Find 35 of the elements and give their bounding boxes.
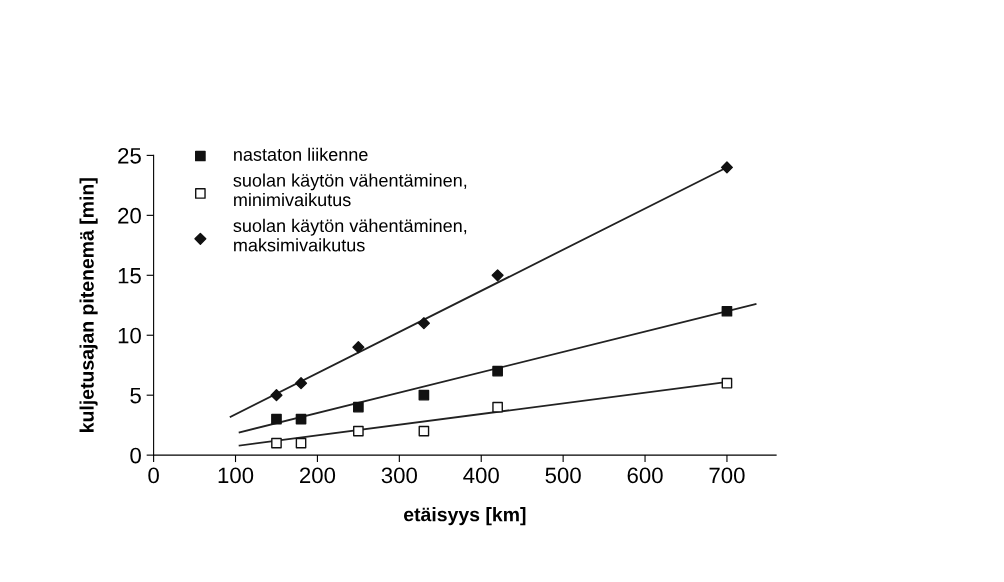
y-tick-label: 15	[118, 268, 141, 284]
legend-label: suolan käytön vähentäminen, minimivaikutus	[233, 173, 467, 207]
y-tick-label: 10	[118, 327, 141, 344]
point	[353, 425, 364, 437]
point	[721, 377, 733, 389]
x-axis-title: etäisyys [km]	[404, 507, 526, 526]
x-tick-label: 200	[300, 467, 336, 484]
y-tick-label: 0	[130, 447, 141, 464]
x-tick-label: 700	[709, 467, 745, 484]
y-tick-label: 5	[130, 387, 141, 404]
point	[353, 401, 364, 413]
x-tick-label: 0	[148, 467, 159, 484]
point	[492, 401, 503, 413]
x-tick-label: 600	[627, 467, 663, 484]
point	[271, 413, 282, 425]
point	[491, 269, 504, 282]
x-tick-label: 400	[463, 467, 499, 484]
x-tick-label: 100	[218, 467, 254, 484]
y-axis-title: kuljetusajan pitenemä [min]	[79, 178, 98, 432]
point	[417, 317, 430, 330]
legend-label: suolan käytön vähentäminen, maksimivaikutus	[233, 218, 467, 252]
legend-label: nastaton liikenne	[234, 147, 368, 161]
point	[720, 161, 734, 174]
y-tick-label: 20	[118, 207, 141, 224]
point	[721, 305, 733, 317]
point	[352, 341, 365, 354]
point	[270, 389, 283, 402]
point	[418, 389, 430, 401]
x-tick-label: 300	[381, 467, 417, 484]
point	[295, 413, 307, 425]
y-tick-label: 25	[118, 147, 141, 164]
point	[492, 365, 503, 377]
x-tick-label: 500	[545, 467, 581, 484]
point	[271, 437, 282, 449]
point	[294, 377, 308, 390]
